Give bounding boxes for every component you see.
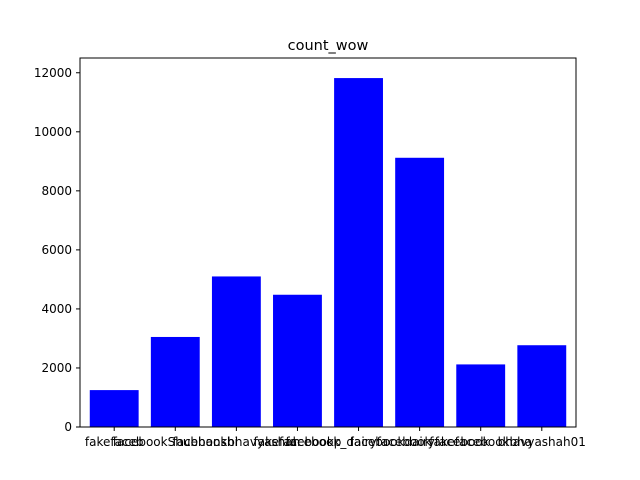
bar-2	[211, 276, 261, 427]
y-tick-label-1: 2000	[41, 361, 72, 375]
x-tick-label-6: fakefacebookbha	[429, 435, 532, 449]
x-tick-label-4: facebook_dairyfacebook	[286, 435, 432, 449]
bar-0	[89, 390, 139, 427]
y-tick-label-6: 12000	[34, 66, 72, 80]
bar-7	[517, 345, 567, 427]
bar-4	[334, 78, 383, 427]
y-tick-label-5: 10000	[34, 125, 72, 139]
y-tick-label-4: 8000	[41, 184, 72, 198]
y-axis: 0 2000 4000 6000 8000 10000 12000	[34, 66, 80, 434]
plot-frame	[79, 57, 577, 428]
x-tick-label-0: fakefaceb	[85, 435, 144, 449]
x-tick-label-7: bhavyashah01	[498, 435, 586, 449]
x-tick-label-3: fakefacebookp	[253, 435, 341, 449]
bar-3	[273, 294, 322, 427]
x-tick-label-1: facebookShubhanshi	[113, 435, 238, 449]
y-tick-label-3: 6000	[41, 243, 72, 257]
bar-1	[150, 336, 200, 427]
bars-group	[89, 78, 567, 428]
bar-6	[456, 364, 506, 427]
y-tick-label-0: 0	[64, 420, 72, 434]
bar-5	[395, 157, 445, 428]
y-tick-label-2: 4000	[41, 302, 72, 316]
x-tick-label-5: facebookdairyfacebook	[350, 435, 490, 449]
x-axis: fakefacebfacebookShubhanshifacebookbhavy…	[85, 427, 586, 449]
x-tick-label-2: facebookbhavyashah	[172, 435, 300, 449]
chart-title: count_wow	[288, 38, 369, 54]
